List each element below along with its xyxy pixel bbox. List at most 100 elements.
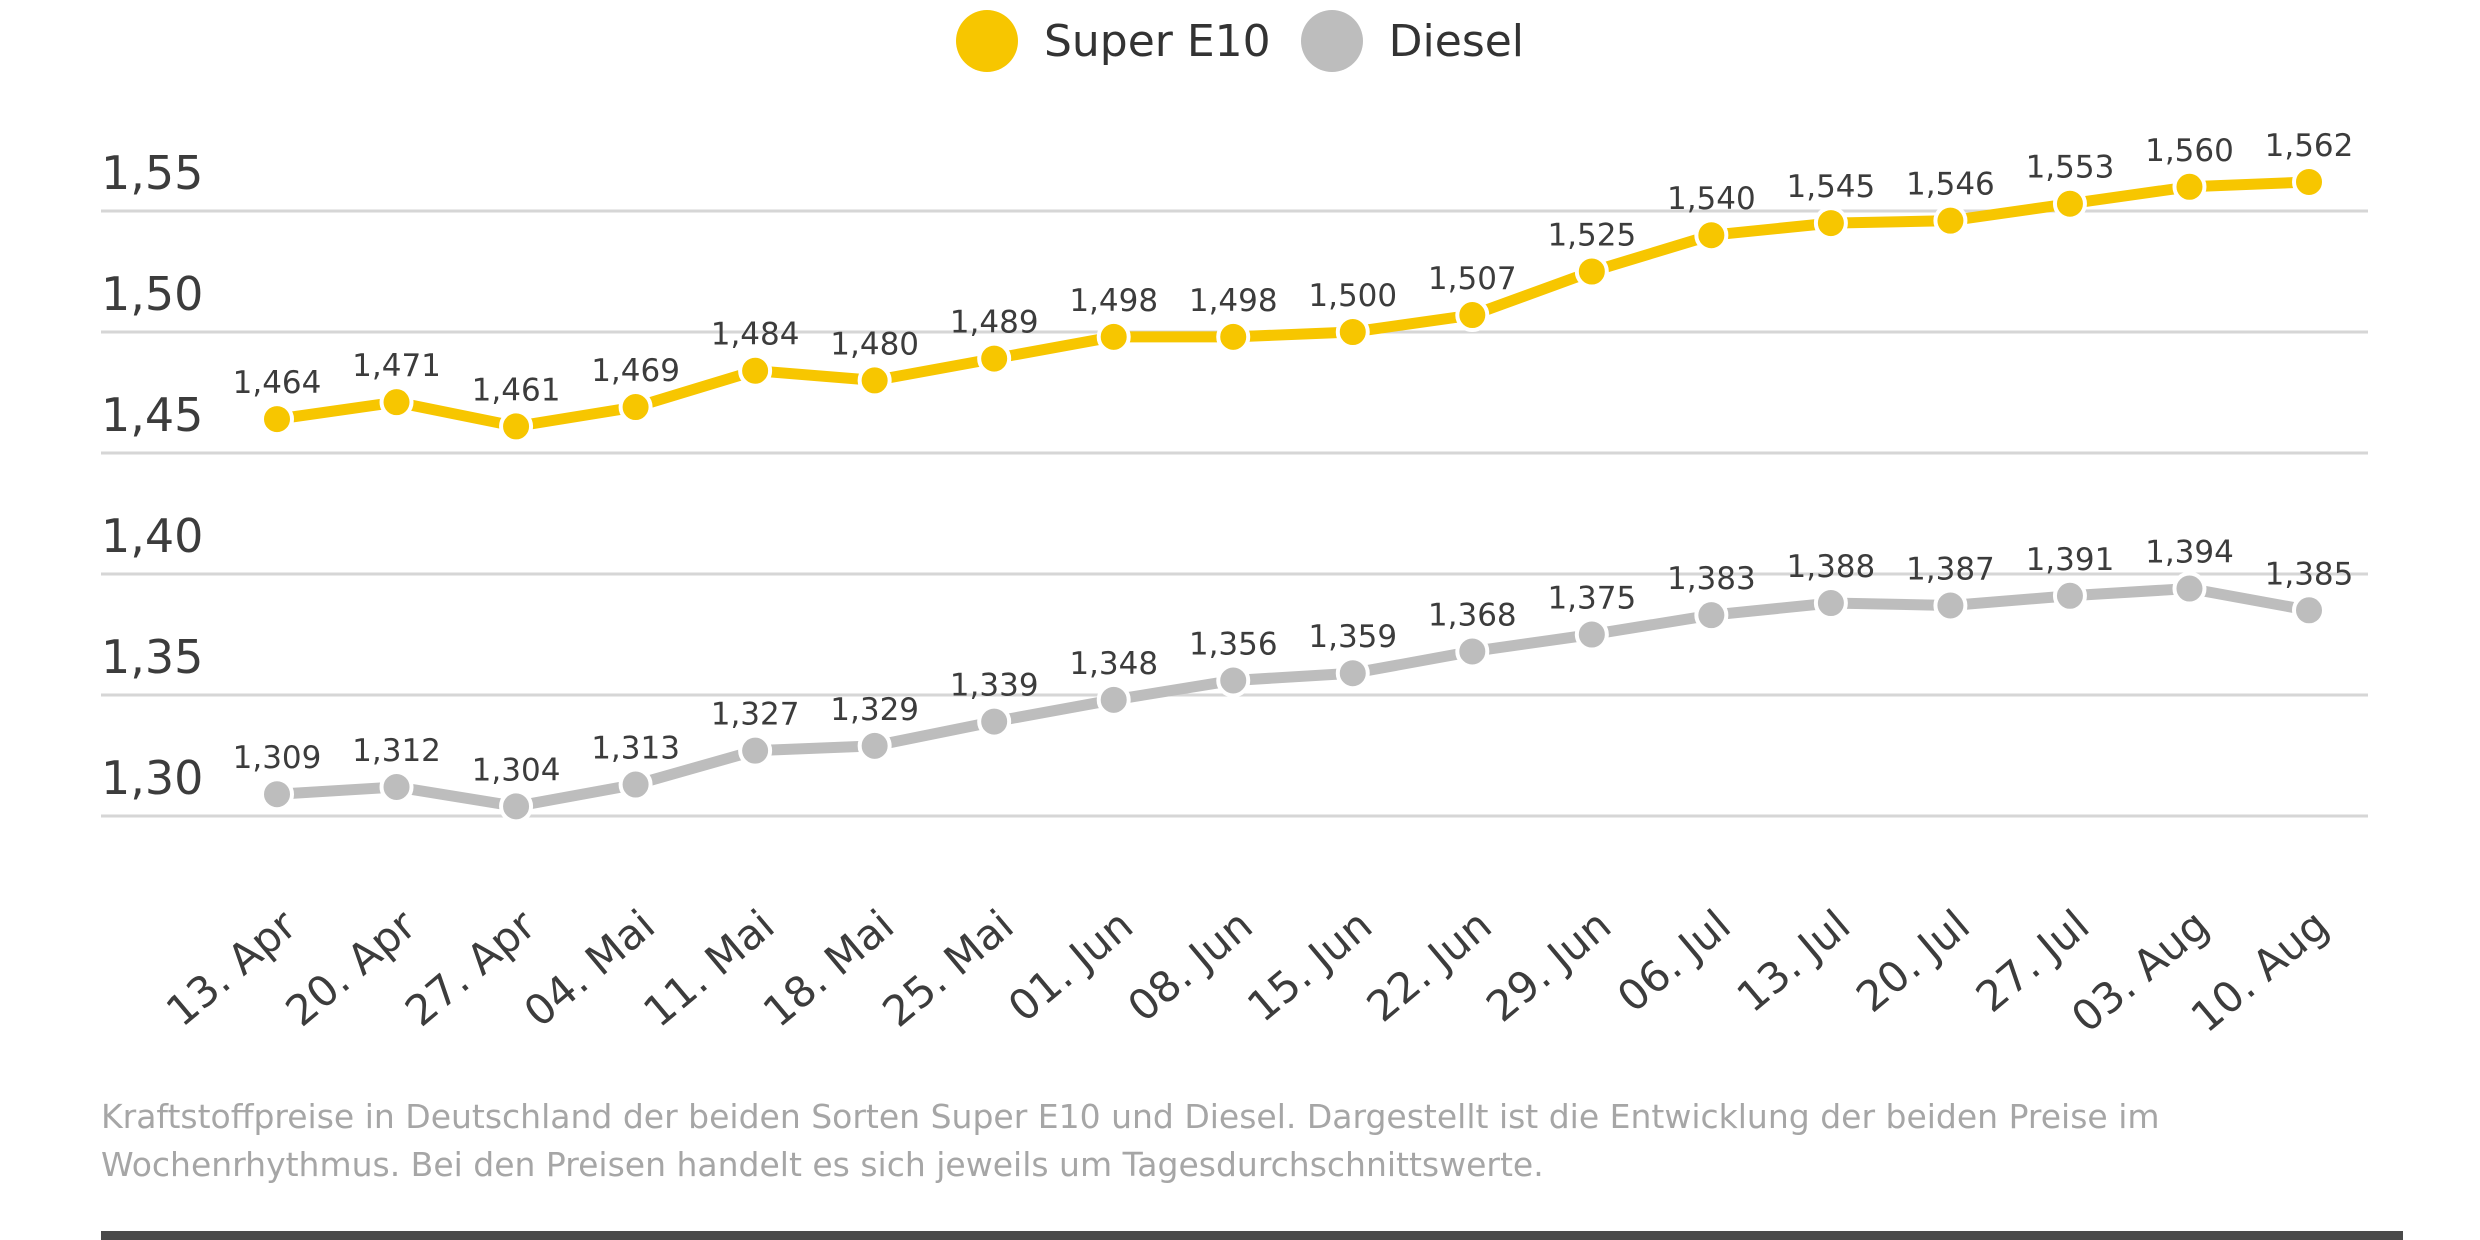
x-tick-label: 18. Mai [754, 900, 903, 1036]
data-point-super-e10 [260, 402, 294, 437]
data-point-diesel [2172, 571, 2207, 606]
x-tick-label: 10. Aug [2182, 900, 2338, 1042]
data-point-diesel [1216, 663, 1251, 698]
y-tick-label: 1,55 [101, 146, 203, 200]
x-tick-label: 27. Apr [396, 900, 545, 1036]
data-point-super-e10 [379, 385, 414, 420]
data-label-super-e10: 1,500 [1308, 278, 1397, 314]
data-label-super-e10: 1,553 [2026, 150, 2115, 186]
data-point-super-e10 [738, 353, 773, 388]
data-point-super-e10 [1455, 298, 1490, 333]
x-tick-label: 15. Jun [1238, 900, 1381, 1031]
data-label-diesel: 1,394 [2145, 535, 2234, 571]
x-tick-label: 20. Jul [1847, 900, 1979, 1022]
data-label-super-e10: 1,525 [1547, 218, 1636, 254]
data-point-super-e10 [977, 341, 1012, 376]
series-line-diesel [276, 583, 2310, 812]
data-point-diesel [857, 728, 892, 763]
y-tick-label: 1,40 [101, 509, 203, 563]
data-point-super-e10 [1574, 254, 1609, 289]
data-point-super-e10 [499, 409, 534, 444]
data-point-diesel [1574, 617, 1609, 652]
data-label-diesel: 1,391 [2026, 542, 2115, 578]
data-label-diesel: 1,312 [352, 733, 441, 769]
chart-caption: Kraftstoffpreise in Deutschland der beid… [101, 1093, 2401, 1189]
legend-item-super-e10: Super E10 [955, 10, 1271, 72]
data-point-diesel [260, 777, 294, 812]
data-point-super-e10 [1335, 315, 1370, 349]
data-label-super-e10: 1,498 [1189, 283, 1278, 319]
x-tick-label: 01. Jun [999, 900, 1142, 1031]
legend-label-diesel: Diesel [1388, 15, 1525, 67]
data-label-super-e10: 1,507 [1428, 261, 1517, 297]
data-point-diesel [1455, 634, 1490, 669]
y-tick-label: 1,45 [101, 388, 203, 442]
x-tick-label: 11. Mai [634, 900, 783, 1036]
data-label-diesel: 1,348 [1069, 646, 1158, 682]
data-point-diesel [618, 767, 653, 802]
data-label-diesel: 1,339 [950, 668, 1039, 704]
data-label-diesel: 1,309 [233, 740, 322, 776]
legend-label-super-e10: Super E10 [1043, 15, 1271, 67]
data-point-super-e10 [1933, 203, 1968, 238]
data-label-diesel: 1,375 [1547, 581, 1636, 617]
x-tick-label: 25. Mai [873, 900, 1022, 1036]
data-point-diesel [738, 733, 773, 768]
y-tick-label: 1,35 [101, 630, 203, 684]
data-point-diesel [2292, 593, 2326, 628]
caption-line-2: Wochenrhythmus. Bei den Preisen handelt … [101, 1145, 1544, 1184]
data-label-super-e10: 1,560 [2145, 133, 2234, 169]
data-point-super-e10 [1694, 218, 1729, 253]
data-point-diesel [977, 704, 1012, 739]
data-label-diesel: 1,383 [1667, 561, 1756, 597]
data-point-super-e10 [618, 390, 653, 425]
data-point-diesel [379, 769, 414, 804]
data-label-super-e10: 1,540 [1667, 181, 1756, 217]
data-point-super-e10 [2052, 186, 2087, 221]
x-tick-label: 08. Jun [1118, 900, 1261, 1031]
x-tick-label: 29. Jun [1477, 900, 1620, 1031]
data-point-super-e10 [1096, 319, 1131, 354]
series-line-super-e10 [276, 176, 2310, 432]
x-tick-label: 13. Jul [1728, 900, 1860, 1022]
data-label-super-e10: 1,498 [1069, 283, 1158, 319]
data-point-diesel [1096, 682, 1131, 717]
data-label-diesel: 1,385 [2265, 556, 2354, 592]
data-label-super-e10: 1,471 [352, 348, 441, 384]
data-label-diesel: 1,387 [1906, 551, 1995, 587]
data-label-diesel: 1,359 [1308, 619, 1397, 655]
x-tick-label: 13. Apr [157, 900, 306, 1036]
legend-marker-diesel [1300, 10, 1363, 72]
caption-line-1: Kraftstoffpreise in Deutschland der beid… [101, 1097, 2160, 1136]
data-point-super-e10 [1813, 206, 1848, 241]
legend-marker-super-e10 [955, 10, 1018, 72]
data-point-super-e10 [2292, 164, 2326, 199]
x-tick-label: 04. Mai [515, 900, 664, 1036]
data-label-super-e10: 1,469 [591, 353, 680, 389]
x-tick-label: 22. Jun [1358, 900, 1501, 1031]
y-tick-label: 1,30 [101, 751, 203, 805]
data-label-super-e10: 1,464 [233, 365, 322, 401]
data-point-diesel [1933, 588, 1968, 623]
y-tick-label: 1,50 [101, 267, 203, 321]
legend: Super E10 Diesel [0, 10, 2480, 72]
data-label-diesel: 1,313 [591, 731, 680, 767]
data-label-super-e10: 1,562 [2265, 128, 2354, 164]
data-label-super-e10: 1,480 [830, 326, 919, 362]
data-label-diesel: 1,329 [830, 692, 919, 728]
data-point-super-e10 [2172, 169, 2207, 204]
legend-item-diesel: Diesel [1300, 10, 1525, 72]
data-point-super-e10 [857, 363, 892, 398]
data-label-super-e10: 1,546 [1906, 167, 1995, 203]
data-label-diesel: 1,356 [1189, 626, 1278, 662]
data-label-super-e10: 1,484 [711, 317, 800, 353]
x-tick-label: 20. Apr [276, 900, 425, 1036]
data-label-diesel: 1,368 [1428, 597, 1517, 633]
data-label-super-e10: 1,489 [950, 305, 1039, 341]
data-label-super-e10: 1,461 [472, 372, 561, 408]
x-tick-label: 06. Jul [1608, 900, 1740, 1022]
bottom-divider [101, 1231, 2403, 1240]
data-point-diesel [499, 789, 534, 824]
data-point-super-e10 [1216, 319, 1251, 354]
